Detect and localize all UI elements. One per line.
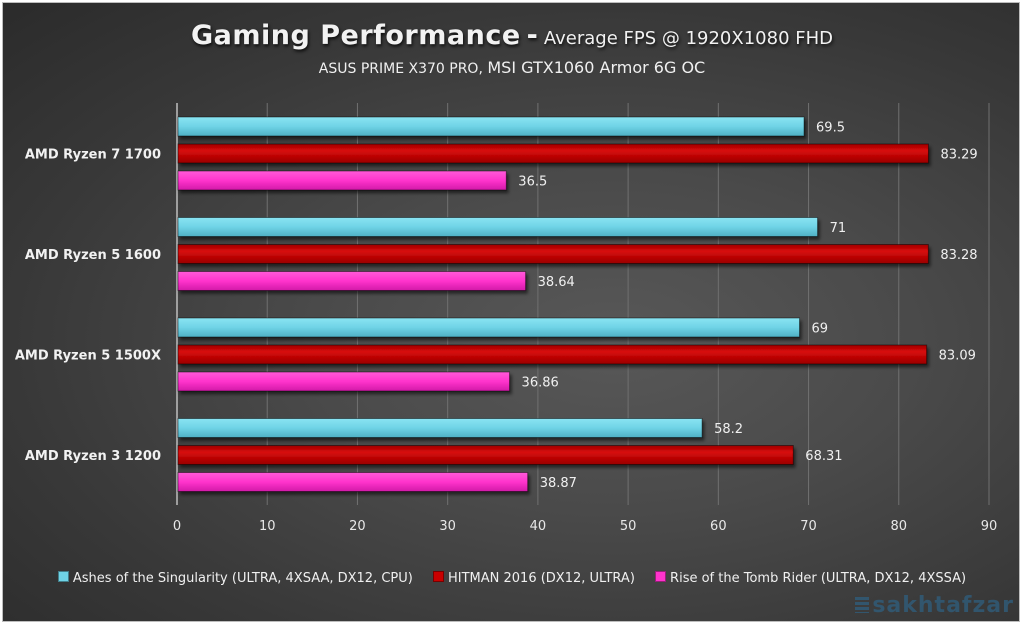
bar-amd-ryzen-5-1600-series-2 — [177, 271, 527, 291]
x-tick-label: 50 — [620, 519, 637, 534]
bar-amd-ryzen-3-1200-series-1 — [177, 445, 794, 465]
category-label-amd-ryzen-7-1700: AMD Ryzen 7 1700 — [25, 148, 161, 163]
chart-subtitle-gpu: MSI GTX1060 Armor 6G OC — [487, 58, 706, 77]
x-tick-label: 40 — [530, 519, 547, 534]
data-label: 83.09 — [939, 349, 976, 364]
x-tick-label: 20 — [349, 519, 366, 534]
bar-amd-ryzen-7-1700-series-1 — [177, 143, 929, 164]
data-label: 38.64 — [538, 275, 575, 290]
data-label: 38.87 — [540, 476, 577, 491]
legend-item-ashes: Ashes of the Singularity (ULTRA, 4XSAA, … — [57, 571, 413, 586]
x-tick-label: 60 — [710, 519, 727, 534]
bar-amd-ryzen-7-1700-series-0 — [177, 116, 805, 137]
bar-amd-ryzen-7-1700-series-2 — [177, 170, 507, 191]
legend: Ashes of the Singularity (ULTRA, 4XSAA, … — [0, 571, 1024, 586]
category-label-amd-ryzen-5-1500x: AMD Ryzen 5 1500X — [15, 349, 161, 364]
x-tick-label: 30 — [439, 519, 456, 534]
data-label: 36.5 — [518, 175, 547, 190]
x-tick-label: 80 — [891, 519, 908, 534]
bar-amd-ryzen-5-1500x-series-2 — [177, 371, 511, 392]
x-tick-label: 0 — [173, 519, 181, 534]
chart-title-main: Gaming Performance — [191, 20, 521, 51]
x-tick-label: 70 — [800, 519, 817, 534]
category-label-amd-ryzen-3-1200: AMD Ryzen 3 1200 — [25, 449, 161, 464]
bar-amd-ryzen-3-1200-series-0 — [177, 418, 703, 438]
legend-label-tomb-rider: Rise of the Tomb Rider (ULTRA, DX12, 4XS… — [670, 571, 967, 586]
data-label: 69.5 — [816, 121, 845, 136]
legend-swatch-tomb-rider — [655, 571, 667, 582]
bar-amd-ryzen-5-1600-series-0 — [177, 217, 819, 237]
data-label: 58.2 — [714, 422, 743, 437]
chart-subtitle: ASUS PRIME X370 PRO, MSI GTX1060 Armor 6… — [0, 58, 1024, 77]
data-label: 83.28 — [940, 248, 977, 263]
legend-label-hitman: HITMAN 2016 (DX12, ULTRA) — [447, 571, 635, 586]
watermark-logo: sakhtafzar — [855, 593, 1014, 618]
x-tick-label: 90 — [981, 519, 998, 534]
x-tick-label: 10 — [259, 519, 276, 534]
legend-swatch-ashes — [57, 571, 69, 582]
chart-subtitle-board: ASUS PRIME X370 PRO, — [318, 61, 483, 77]
chart-title-separator: - — [526, 20, 538, 51]
bar-amd-ryzen-5-1600-series-1 — [177, 244, 929, 264]
legend-swatch-hitman — [432, 571, 444, 582]
bar-amd-ryzen-3-1200-series-2 — [177, 472, 529, 492]
data-label: 83.29 — [940, 148, 977, 163]
category-label-amd-ryzen-5-1600: AMD Ryzen 5 1600 — [25, 248, 161, 263]
watermark-icon — [855, 597, 870, 613]
bar-amd-ryzen-5-1500x-series-1 — [177, 344, 928, 365]
data-label: 69 — [812, 322, 829, 337]
watermark-text: sakhtafzar — [872, 593, 1014, 618]
legend-item-tomb-rider: Rise of the Tomb Rider (ULTRA, DX12, 4XS… — [655, 571, 966, 586]
data-label: 71 — [830, 221, 847, 236]
chart-title-suffix: Average FPS @ 1920X1080 FHD — [543, 28, 833, 49]
data-label: 36.86 — [522, 376, 559, 391]
legend-item-hitman: HITMAN 2016 (DX12, ULTRA) — [432, 571, 635, 586]
chart-title: Gaming Performance - Average FPS @ 1920X10… — [0, 20, 1024, 51]
data-label: 68.31 — [805, 449, 842, 464]
legend-label-ashes: Ashes of the Singularity (ULTRA, 4XSAA, … — [72, 571, 413, 586]
bar-amd-ryzen-5-1500x-series-0 — [177, 317, 801, 338]
